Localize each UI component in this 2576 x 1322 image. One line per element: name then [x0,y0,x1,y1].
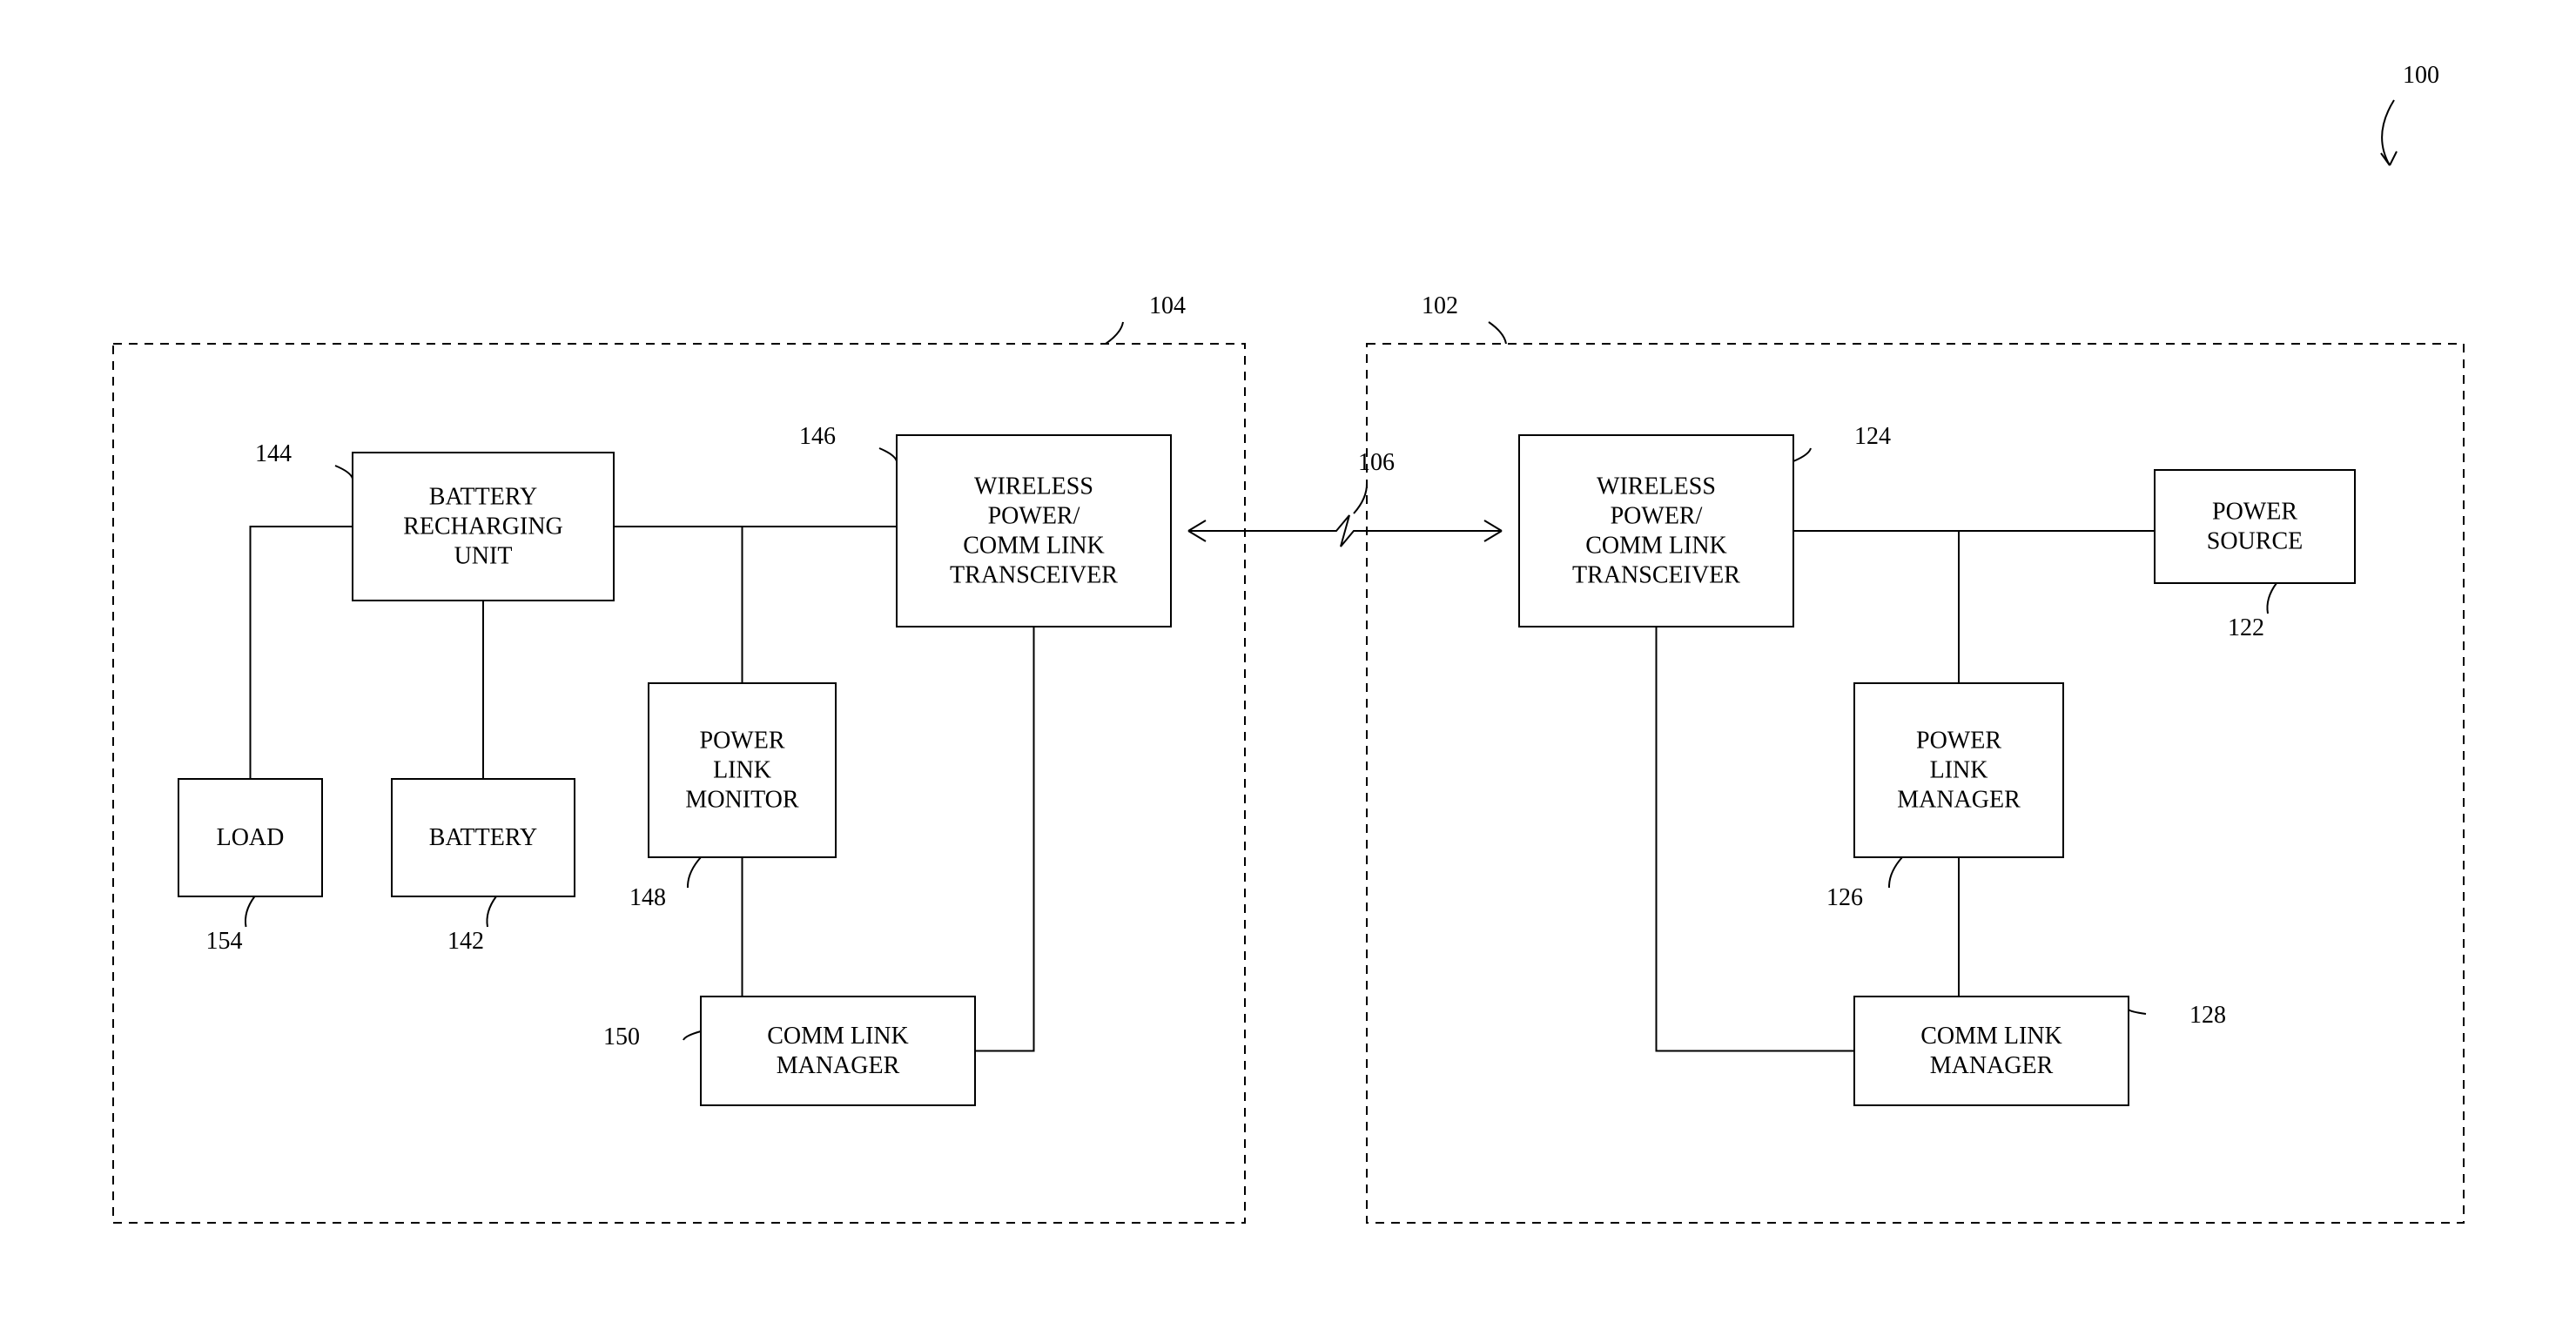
block-label-wireless_xcvr_left: WIRELESS [974,473,1093,500]
block-label-wireless_xcvr_left: COMM LINK [963,533,1105,560]
block-label-power_source: SOURCE [2207,528,2303,555]
wire-clm-xcvr-left [975,627,1034,1051]
reference-numbers: 104 102 144 146 148 150 154 142 124 122 126 128 106 [206,292,2277,1050]
ref-hook-126 [1889,857,1902,888]
block-label-power_link_manager: MANAGER [1897,787,2021,814]
ref-hook-142 [487,896,496,927]
ref-104: 104 [1149,292,1186,319]
ref-122: 122 [2228,614,2264,641]
ref-102: 102 [1422,292,1458,319]
block-label-comm_link_mgr_right: MANAGER [1930,1052,2054,1079]
ref-hook-128 [2129,1010,2146,1014]
ref-hook-100 [2382,100,2394,165]
ref-100: 100 [2403,62,2439,89]
ref-126: 126 [1826,884,1863,911]
ref-106: 106 [1358,449,1395,476]
block-label-wireless_xcvr_right: COMM LINK [1585,533,1727,560]
block-label-power_link_manager: POWER [1916,728,2001,755]
block-label-wireless_xcvr_left: TRANSCEIVER [950,562,1118,589]
block-wireless_xcvr_left [897,435,1171,627]
ref-128: 128 [2189,1002,2226,1029]
block-label-comm_link_mgr_right: COMM LINK [1920,1023,2062,1050]
block-label-wireless_xcvr_right: TRANSCEIVER [1572,562,1740,589]
ref-hook-144 [335,466,353,479]
ref-hook-104 [1106,322,1123,344]
block-label-battery_recharging_unit: BATTERY [429,484,537,511]
ref-hook-122 [2267,583,2277,614]
ref-hook-154 [245,896,255,927]
block-diagram: BATTERYRECHARGINGUNITWIRELESSPOWER/COMM … [0,0,2576,1322]
ref-154: 154 [206,928,243,955]
ref-124: 124 [1854,423,1891,450]
block-comm_link_mgr_left [701,997,975,1105]
block-label-power_link_monitor: LINK [713,757,771,784]
block-label-power_link_monitor: POWER [700,728,785,755]
wire-bru-load [251,527,353,779]
block-label-battery_recharging_unit: RECHARGING [403,513,563,540]
ref-142: 142 [447,928,484,955]
block-label-load: LOAD [217,824,285,851]
block-label-comm_link_mgr_left: COMM LINK [767,1023,909,1050]
block-label-wireless_xcvr_right: POWER/ [1611,503,1703,530]
ref-hook-150 [683,1031,701,1040]
block-label-wireless_xcvr_left: POWER/ [988,503,1080,530]
wireless-link [1188,515,1502,547]
block-label-power_link_manager: LINK [1930,757,1988,784]
block-label-battery: BATTERY [429,824,537,851]
block-label-battery_recharging_unit: UNIT [454,543,513,570]
block-label-wireless_xcvr_right: WIRELESS [1597,473,1716,500]
block-wireless_xcvr_right [1519,435,1793,627]
blocks: BATTERYRECHARGINGUNITWIRELESSPOWER/COMM … [178,435,2355,1105]
ref-144: 144 [255,440,292,467]
ref-148: 148 [629,884,666,911]
ref-150: 150 [603,1023,640,1050]
ref-arrowhead-100 [2381,151,2397,165]
block-comm_link_mgr_right [1854,997,2129,1105]
wireless-link-arrow [1188,515,1502,547]
ref-hook-148 [688,857,701,888]
ref-hook-146 [879,448,897,461]
ref-hook-106 [1354,483,1367,513]
block-label-power_source: POWER [2212,499,2297,526]
block-power_source [2155,470,2355,583]
ref-hook-124 [1793,448,1811,461]
ref-146: 146 [799,423,836,450]
block-label-power_link_monitor: MONITOR [685,787,798,814]
overall-ref-arrow: 100 [2381,62,2439,165]
wire-xcvr-clmr [1657,627,1855,1051]
block-label-comm_link_mgr_left: MANAGER [777,1052,900,1079]
ref-hook-102 [1489,322,1506,344]
